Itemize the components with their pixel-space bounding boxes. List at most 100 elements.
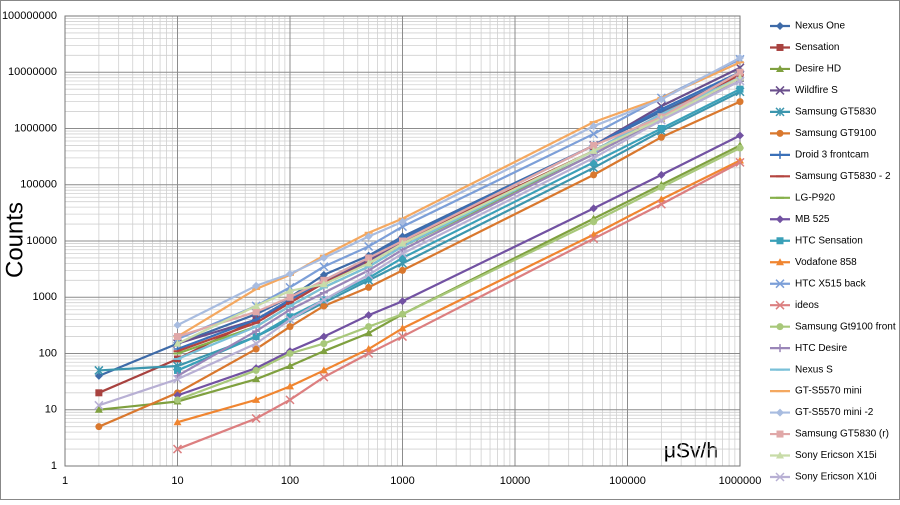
x-tick-label: 1000000 bbox=[719, 475, 762, 487]
marker bbox=[172, 444, 183, 454]
marker bbox=[94, 365, 104, 375]
marker bbox=[398, 297, 407, 306]
legend-label: Sony Ericson X10i bbox=[795, 472, 877, 483]
y-axis-label: Counts bbox=[1, 202, 28, 278]
marker bbox=[776, 451, 784, 459]
marker bbox=[776, 129, 784, 137]
y-tick-label: 1000000 bbox=[14, 122, 57, 134]
marker bbox=[589, 146, 598, 154]
marker bbox=[319, 332, 328, 341]
legend-label: Desire HD bbox=[795, 64, 841, 75]
legend-entry: Sony Ericson X10i bbox=[770, 472, 877, 483]
marker bbox=[365, 283, 373, 291]
legend-entry: HTC Desire bbox=[770, 343, 848, 354]
marker bbox=[364, 311, 373, 320]
marker bbox=[657, 183, 665, 191]
marker bbox=[319, 288, 328, 297]
marker bbox=[776, 64, 784, 72]
x-tick-label: 10000 bbox=[500, 475, 531, 487]
legend-label: Nexus One bbox=[795, 21, 845, 32]
legend-label: Samsung GT5830 (r) bbox=[795, 429, 889, 440]
series-line bbox=[98, 79, 741, 407]
marker bbox=[173, 339, 182, 347]
y-tick-label: 100000000 bbox=[2, 10, 57, 22]
x-tick-label: 1 bbox=[62, 475, 68, 487]
x-tick-label: 100000 bbox=[609, 475, 646, 487]
legend-entry: Samsung GT5830 - 2 bbox=[770, 171, 891, 182]
legend-label: Samsung GT5830 bbox=[795, 107, 877, 118]
legend-label: LG-P920 bbox=[795, 192, 835, 203]
legend-label: Nexus S bbox=[795, 364, 833, 375]
marker bbox=[174, 366, 181, 374]
marker bbox=[589, 204, 598, 213]
legend-entry: GT-S5570 mini -2 bbox=[770, 407, 874, 418]
marker bbox=[398, 324, 407, 332]
marker bbox=[364, 348, 374, 359]
marker bbox=[399, 254, 406, 262]
marker bbox=[364, 270, 374, 280]
legend-entry: Droid 3 frontcam bbox=[770, 149, 869, 160]
marker bbox=[776, 43, 784, 51]
marker bbox=[398, 217, 407, 226]
legend-label: Droid 3 frontcam bbox=[795, 149, 869, 160]
marker bbox=[364, 329, 373, 337]
legend-label: GT-S5570 mini bbox=[795, 386, 862, 397]
legend-entry: LG-P920 bbox=[770, 192, 835, 203]
y-tick-label: 1000 bbox=[33, 291, 57, 303]
marker bbox=[590, 158, 598, 166]
marker bbox=[776, 150, 784, 159]
marker bbox=[776, 22, 784, 30]
marker bbox=[320, 302, 328, 310]
marker bbox=[736, 53, 744, 62]
marker bbox=[95, 423, 103, 431]
marker bbox=[397, 332, 408, 342]
marker bbox=[286, 350, 294, 357]
legend-entry: ideos bbox=[770, 300, 819, 311]
legend-entry: Desire HD bbox=[770, 64, 841, 75]
marker bbox=[657, 95, 666, 104]
marker bbox=[398, 239, 407, 247]
marker bbox=[94, 405, 103, 413]
legend-entry: Samsung GT9100 bbox=[770, 128, 877, 139]
marker bbox=[252, 366, 260, 374]
legend-label: Wildfire S bbox=[795, 85, 838, 96]
marker bbox=[656, 115, 666, 125]
legend-entry: Samsung Gt9100 front bbox=[770, 321, 896, 332]
marker bbox=[319, 253, 328, 262]
marker bbox=[286, 293, 294, 301]
legend-entry: Samsung GT5830 (r) bbox=[770, 429, 889, 440]
y-tick-label: 100000 bbox=[20, 179, 57, 191]
series-line bbox=[98, 100, 741, 428]
marker bbox=[252, 327, 261, 336]
marker bbox=[656, 199, 666, 209]
marker bbox=[365, 254, 373, 262]
marker bbox=[589, 153, 599, 163]
marker bbox=[320, 340, 328, 348]
marker bbox=[174, 333, 181, 341]
y-tick-label: 10000000 bbox=[8, 66, 57, 78]
marker bbox=[252, 281, 261, 290]
legend-entry: GT-S5570 mini bbox=[770, 386, 862, 397]
legend-entry: MB 525 bbox=[770, 214, 830, 225]
legend-entry: Wildfire S bbox=[770, 85, 838, 96]
marker bbox=[590, 218, 598, 226]
marker bbox=[776, 258, 784, 266]
series-line bbox=[98, 144, 741, 411]
marker bbox=[589, 234, 599, 244]
legend-entry: Sensation bbox=[770, 42, 839, 53]
marker bbox=[286, 286, 294, 294]
legend-entry: Nexus S bbox=[770, 364, 833, 375]
legend-label: GT-S5570 mini -2 bbox=[795, 407, 874, 418]
marker bbox=[657, 133, 665, 141]
marker bbox=[173, 418, 182, 426]
marker bbox=[319, 366, 328, 374]
x-tick-label: 10 bbox=[171, 475, 183, 487]
marker bbox=[364, 241, 374, 251]
marker bbox=[319, 347, 328, 355]
marker bbox=[285, 315, 295, 325]
marker bbox=[657, 195, 666, 203]
marker bbox=[95, 389, 103, 397]
marker bbox=[286, 313, 294, 321]
legend-label: Sensation bbox=[795, 42, 839, 53]
y-tick-label: 10 bbox=[45, 404, 57, 416]
